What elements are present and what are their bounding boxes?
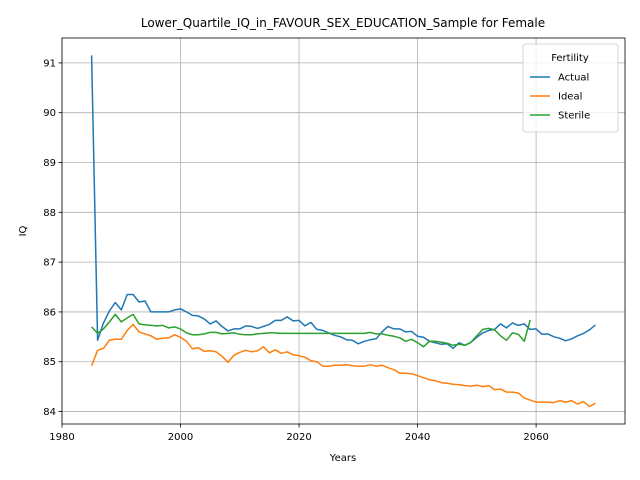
legend-label-ideal: Ideal [558,92,582,103]
y-tick-label: 87 [43,258,56,269]
y-axis-label: IQ [18,225,29,236]
series-line-ideal [90,323,596,408]
series-lines [90,55,596,408]
x-axis-label: Years [329,453,356,464]
y-tick-label: 91 [43,58,56,69]
legend-title: Fertility [551,53,589,64]
y-tick-label: 86 [43,307,56,318]
x-tick-label: 1980 [49,432,74,443]
y-axis-ticks: 84 85 86 87 88 89 90 91 [43,58,62,418]
y-tick-label: 89 [43,158,56,169]
series-line-sterile [91,313,531,348]
x-tick-label: 2020 [286,432,311,443]
legend-label-actual: Actual [558,73,589,84]
series-line-actual [90,55,596,350]
y-tick-label: 90 [43,108,56,119]
legend: Fertility Actual Ideal Sterile [522,43,619,133]
x-tick-label: 2040 [405,432,430,443]
chart-title: Lower_Quartile_IQ_in_FAVOUR_SEX_EDUCATIO… [141,16,545,30]
x-tick-label: 2000 [168,432,193,443]
y-tick-label: 88 [43,208,56,219]
legend-label-sterile: Sterile [558,111,590,122]
x-tick-label: 2060 [523,432,548,443]
x-axis-ticks: 1980 2000 2020 2040 2060 [49,424,549,443]
y-tick-label: 85 [43,357,56,368]
y-tick-label: 84 [43,407,56,418]
legend-box [522,43,619,133]
plot-frame [61,37,626,425]
